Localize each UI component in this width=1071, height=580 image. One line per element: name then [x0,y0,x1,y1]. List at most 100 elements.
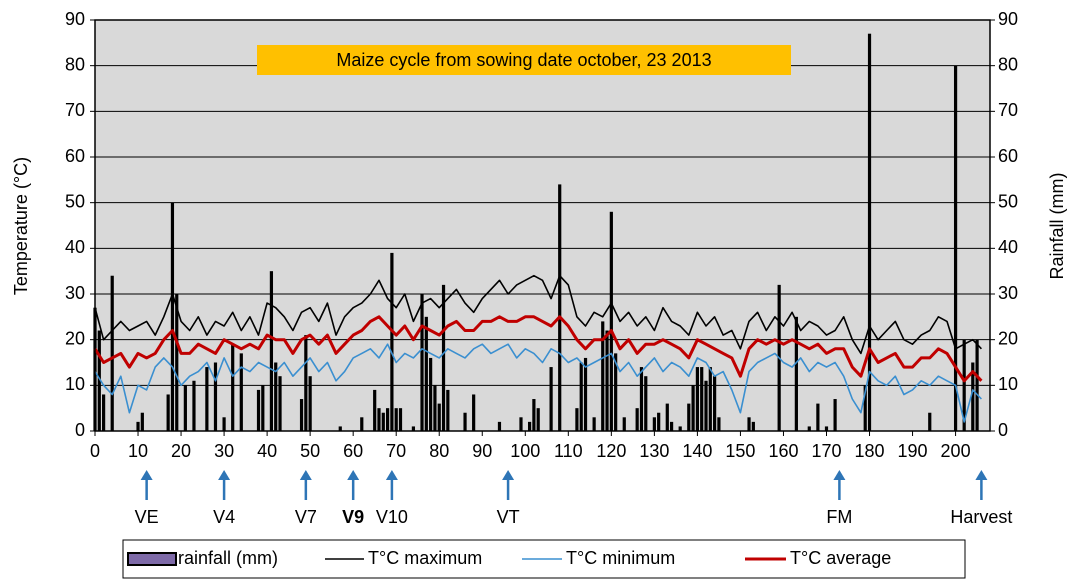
title-box [257,45,791,75]
rainfall-bar [519,417,523,431]
y2-tick-label: 0 [998,420,1008,440]
rainfall-bar [222,417,226,431]
stage-label: V7 [295,507,317,527]
stage-label: VE [135,507,159,527]
rainfall-bar [579,362,583,431]
rainfall-bar [136,421,140,431]
plot-frame [94,19,991,432]
rainfall-bar [635,408,639,431]
x-tick-label: 150 [725,441,755,461]
lines [93,274,983,423]
rainfall-bar [527,421,532,431]
rainfall-bar [622,417,626,431]
rainfall-bar [558,184,562,431]
rainfall-bar [863,385,867,431]
stage-arrowhead [975,470,988,480]
rainfall-bar [175,294,179,431]
rainfall-bar [437,403,441,431]
stage-label: V9 [342,507,364,527]
x-tick-label: 80 [429,441,449,461]
rainfall-bar [678,426,682,431]
x-tick-label: 70 [386,441,406,461]
rainfall-bar [433,385,437,431]
rainfall-bar [747,417,751,431]
rainfall-bar [704,380,708,431]
rainfall-bar [536,408,540,431]
rainfall-bar [269,271,274,431]
rainfall-bar [394,408,398,431]
rainfall-bar [497,421,502,431]
rainfall-bar [170,202,175,431]
rainfall-bar [609,211,613,431]
legend-label: rainfall (mm) [178,548,278,568]
rainfall-bar [583,357,588,431]
legend-label: T°C maximum [368,548,482,568]
temperature-line [94,274,982,355]
rainfall-bar [338,426,342,431]
rainfall-bar [360,417,364,431]
rainfall-bar [381,412,385,431]
y2-tick-label: 20 [998,328,1018,348]
rainfall-bar [867,33,872,431]
rainfall-bar [102,394,106,431]
rainfall-bar [441,284,446,431]
rainfall-bar [639,367,644,431]
rainfall-bar [687,403,691,431]
rainfall-bar [975,339,979,431]
y-tick-label: 80 [65,54,85,74]
rainfall-bar [463,412,467,431]
stage-arrowhead [299,470,312,480]
rainfall-bar [695,367,700,431]
rainfall-bar [183,385,187,431]
y-tick-label: 90 [65,9,85,29]
temperature-line [93,315,983,383]
rainfall-bar [278,376,282,431]
legend-swatch [127,552,177,566]
rainfall-bar [953,65,958,432]
rainfall-bar [377,408,381,431]
x-tick-label: 30 [214,441,234,461]
y2-axis-label: Rainfall (mm) [1047,172,1067,279]
rainfall-bar [429,357,433,431]
rainfall-bar [411,426,416,431]
rainfall-bar [605,330,609,431]
legend-label: T°C average [790,548,891,568]
x-tick-label: 100 [510,441,540,461]
rainfall-bar [385,408,390,431]
y-tick-label: 60 [65,146,85,166]
rainfall-bar [794,316,798,431]
x-tick-label: 120 [596,441,626,461]
rainfall-bar [824,426,829,431]
rainfall-bar [717,417,721,431]
x-tick-label: 0 [90,441,100,461]
rainfall-bar [424,316,428,431]
legend-items: rainfall (mm) T°C maximum T°C minimum T°C a… [127,548,891,568]
x-tick-label: 90 [472,441,492,461]
y2-tick-label: 40 [998,237,1018,257]
rainfall-bar [97,330,101,431]
rainfall-bar [614,353,618,431]
chart-title: Maize cycle from sowing date october, 23… [336,50,711,70]
x-tick-label: 160 [768,441,798,461]
stage-arrowhead [385,470,398,480]
x-tick-label: 40 [257,441,277,461]
y2-tick-label: 60 [998,146,1018,166]
rainfall-bar [665,403,669,431]
temperature-line [94,343,982,423]
rainfall-bar [239,353,243,431]
x-tick-label: 20 [171,441,191,461]
rainfall-bar [299,399,304,431]
y2-tick-label: 50 [998,191,1018,211]
x-tick-label: 140 [682,441,712,461]
x-tick-label: 60 [343,441,363,461]
x-tick-label: 50 [300,441,320,461]
rainfall-bar [644,376,648,431]
stage-label: V10 [376,507,408,527]
rainfall-bar [816,403,820,431]
rainfall-bar [971,362,975,431]
rainfall-bar [807,426,811,431]
rainfall-bar [398,408,403,431]
stage-arrowhead [833,470,846,480]
rainfall-bar [592,417,596,431]
